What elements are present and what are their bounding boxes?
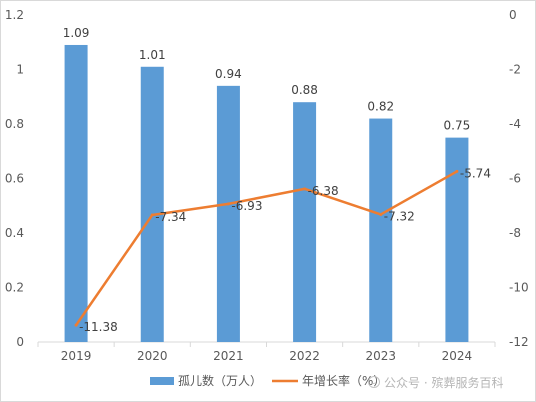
line-point: [226, 202, 230, 206]
bar-data-label: 0.94: [215, 67, 242, 81]
y-right-tick-label: 0: [509, 8, 517, 22]
bar: [64, 44, 88, 342]
bar: [445, 137, 469, 342]
line-point: [150, 213, 154, 217]
y-left-tick-label: 0: [16, 335, 24, 349]
x-tick-label: 2023: [365, 349, 396, 363]
y-left-tick-label: 1: [16, 63, 24, 77]
y-left-tick-label: 0.6: [5, 172, 24, 186]
growth-rate-line: [75, 170, 458, 326]
bar: [293, 102, 317, 342]
bar-data-label: 0.82: [367, 100, 394, 114]
line-data-label: -7.32: [384, 209, 415, 223]
y-right-tick-label: -8: [509, 226, 521, 240]
y-right-tick-label: -6: [509, 172, 521, 186]
legend-line-label: 年增长率（%）: [302, 373, 385, 388]
x-tick-label: 2019: [61, 349, 92, 363]
watermark-text: 公众号 · 殡葬服务百科: [384, 375, 504, 390]
line-data-label: -11.38: [79, 320, 118, 334]
x-tick-label: 2021: [213, 349, 244, 363]
y-left-tick-label: 1.2: [5, 8, 24, 22]
line-point: [74, 323, 78, 327]
y-right-tick-label: -12: [509, 335, 529, 349]
line-point: [379, 212, 383, 216]
line-data-label: -6.38: [308, 184, 339, 198]
bar: [216, 85, 240, 342]
line-data-label: -6.93: [231, 199, 262, 213]
bar-data-label: 1.01: [139, 48, 166, 62]
line-data-label: -7.34: [155, 210, 186, 224]
line-point: [303, 187, 307, 191]
legend-bar-swatch: [150, 377, 174, 385]
y-left-tick-label: 0.8: [5, 117, 24, 131]
y-right-tick-label: -4: [509, 117, 521, 131]
bar-data-label: 0.75: [444, 119, 471, 133]
bar-data-label: 1.09: [63, 26, 90, 40]
y-left-tick-label: 0.2: [5, 281, 24, 295]
line-point: [455, 169, 459, 173]
y-right-tick-label: -2: [509, 63, 521, 77]
x-tick-label: 2024: [442, 349, 473, 363]
x-tick-label: 2022: [289, 349, 320, 363]
y-left-tick-label: 0.4: [5, 226, 24, 240]
line-data-label: -5.74: [460, 166, 491, 180]
wechat-icon: [368, 376, 380, 388]
bar: [369, 118, 393, 342]
y-right-tick-label: -10: [509, 281, 529, 295]
bar: [140, 66, 164, 343]
legend-bar-label: 孤儿数（万人）: [178, 373, 262, 388]
bar-data-label: 0.88: [291, 83, 318, 97]
watermark: 公众号 · 殡葬服务百科: [368, 372, 503, 392]
x-tick-label: 2020: [137, 349, 168, 363]
